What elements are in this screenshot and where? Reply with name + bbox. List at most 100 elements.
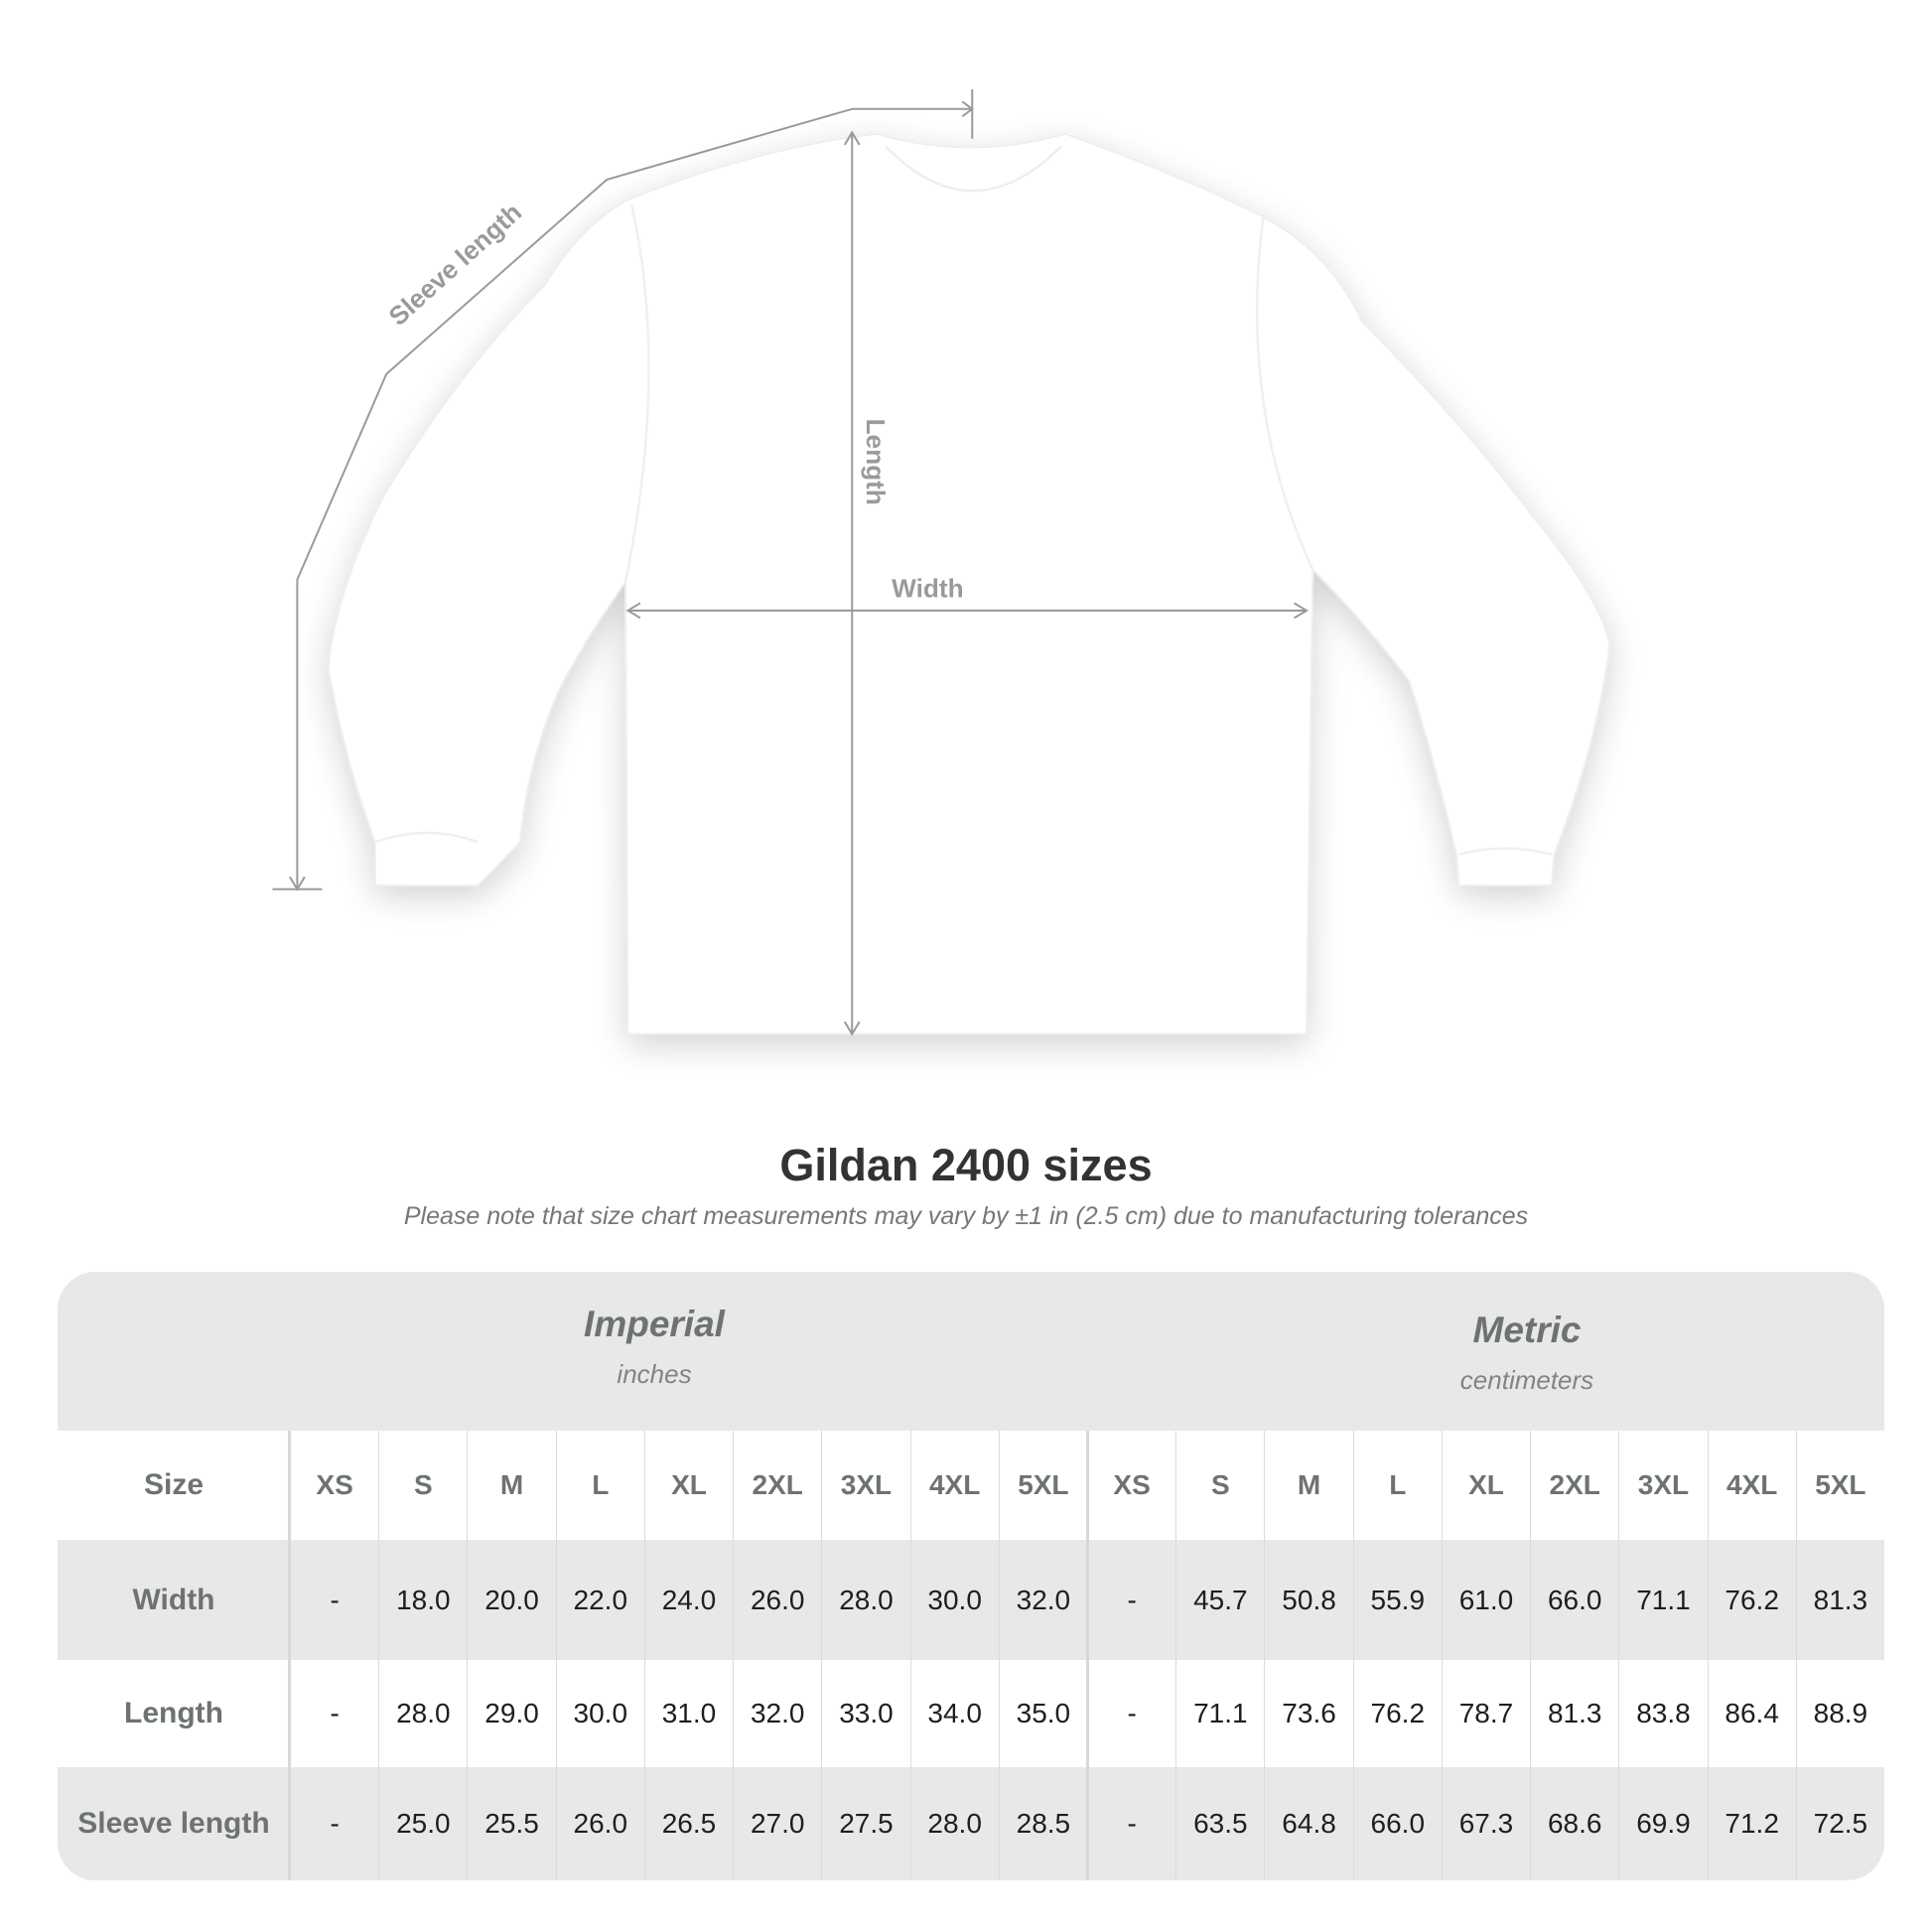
table-cell: 27.0	[733, 1767, 821, 1880]
metric-header: Metric centimeters	[1229, 1310, 1825, 1396]
width-label: Width	[892, 573, 963, 603]
size-header-cell: M	[1264, 1431, 1352, 1540]
table-cell: 24.0	[643, 1540, 733, 1660]
row-label: Size	[143, 1468, 205, 1501]
table-cell: 64.8	[1264, 1767, 1352, 1880]
table-cell: 63.5	[1175, 1767, 1264, 1880]
size-header-cell: S	[1175, 1431, 1264, 1540]
table-cell: 81.3	[1530, 1660, 1618, 1767]
size-header-cell: XS	[1087, 1431, 1175, 1540]
size-header-cell: L	[555, 1431, 644, 1540]
table-cell: 50.8	[1264, 1540, 1352, 1660]
sleeve-arrowheads	[289, 100, 974, 892]
table-cell: 66.0	[1530, 1540, 1618, 1660]
table-cell: 71.2	[1707, 1767, 1796, 1880]
size-header-cell: XL	[643, 1431, 733, 1540]
table-cell: 28.0	[378, 1660, 467, 1767]
size-header-cell: M	[467, 1431, 555, 1540]
tolerance-note: Please note that size chart measurements…	[403, 1202, 1529, 1230]
long-sleeve-shirt-image	[327, 132, 1611, 1035]
table-cell: 28.0	[821, 1540, 909, 1660]
imperial-unit: inches	[617, 1359, 692, 1389]
table-cell: 20.0	[467, 1540, 555, 1660]
label-column-divider	[288, 1431, 291, 1880]
table-cell: 61.0	[1441, 1540, 1530, 1660]
width-line	[625, 602, 1309, 620]
table-cell: -	[290, 1540, 378, 1660]
metric-title: Metric	[1472, 1310, 1582, 1350]
table-cell: 83.8	[1618, 1660, 1707, 1767]
table-cell: 72.5	[1795, 1767, 1884, 1880]
page-title: Gildan 2400 sizes	[779, 1140, 1153, 1190]
table-cell: 78.7	[1441, 1660, 1530, 1767]
table-cell: 86.4	[1707, 1660, 1796, 1767]
table-cell: 29.0	[467, 1660, 555, 1767]
metric-unit: centimeters	[1459, 1365, 1594, 1395]
row-label: Length	[124, 1697, 223, 1729]
table-cell: 28.5	[998, 1767, 1087, 1880]
table-cell: 28.0	[909, 1767, 999, 1880]
size-header-cell: S	[378, 1431, 467, 1540]
table-cell: 27.5	[821, 1767, 909, 1880]
table-cell: 45.7	[1175, 1540, 1264, 1660]
row-label: Width	[132, 1583, 215, 1616]
row-label: Sleeve length	[77, 1807, 270, 1840]
size-header-row: Size XS S M L XL 2XL 3XL 4XL 5XL XS S M L XL 2XL 3XL 4XL 5…	[58, 1431, 1884, 1540]
table-cell: 69.9	[1618, 1767, 1707, 1880]
size-header-cell: 4XL	[909, 1431, 999, 1540]
length-label: Length	[861, 419, 891, 505]
size-header-cell: 2XL	[733, 1431, 821, 1540]
table-cell: 66.0	[1352, 1767, 1442, 1880]
table-cell: 25.5	[467, 1767, 555, 1880]
table-cell: 73.6	[1264, 1660, 1352, 1767]
size-header-cell: 3XL	[821, 1431, 909, 1540]
size-header-cell: 3XL	[1618, 1431, 1707, 1540]
table-cell: 71.1	[1175, 1660, 1264, 1767]
table-cell: 34.0	[909, 1660, 999, 1767]
table-cell: 81.3	[1795, 1540, 1884, 1660]
table-cell: 31.0	[643, 1660, 733, 1767]
table-cell: -	[290, 1660, 378, 1767]
table-cell: 26.0	[555, 1767, 644, 1880]
sleeve-length-label: Sleeve length	[383, 198, 528, 332]
size-header-cell: XS	[290, 1431, 378, 1540]
table-cell: 55.9	[1352, 1540, 1442, 1660]
size-header-cell: 5XL	[1795, 1431, 1884, 1540]
table-row: Width -18.0 20.0 22.0 24.0 26.0 28.0 30.0 32.0-4…	[58, 1540, 1884, 1660]
size-header-cell: 2XL	[1530, 1431, 1618, 1540]
table-cell: 35.0	[998, 1660, 1087, 1767]
measurement-lines	[272, 88, 1309, 1036]
table-cell: 32.0	[998, 1540, 1087, 1660]
size-header-cell: XL	[1441, 1431, 1530, 1540]
table-cell: 18.0	[378, 1540, 467, 1660]
table-cell: 33.0	[821, 1660, 909, 1767]
imperial-header: Imperial inches	[356, 1304, 952, 1390]
table-row: Sleeve length -25.0 25.5 26.0 26.5 27.0 27.5 28…	[58, 1767, 1884, 1880]
table-cell: 26.0	[733, 1540, 821, 1660]
table-cell: 67.3	[1441, 1767, 1530, 1880]
table-cell: 25.0	[378, 1767, 467, 1880]
table-cell: 71.1	[1618, 1540, 1707, 1660]
size-header-cell: L	[1352, 1431, 1442, 1540]
table-cell: 30.0	[909, 1540, 999, 1660]
unit-header: Imperial inches Metric centimeters	[58, 1272, 1884, 1431]
length-line	[843, 130, 861, 1036]
table-cell: -	[1087, 1660, 1175, 1767]
table-cell: -	[290, 1767, 378, 1880]
table-cell: -	[1087, 1540, 1175, 1660]
table-row: Length -28.0 29.0 30.0 31.0 32.0 33.0 34.0 35.0-…	[58, 1660, 1884, 1767]
size-table: Imperial inches Metric centimeters Size X…	[58, 1272, 1884, 1880]
imperial-title: Imperial	[584, 1304, 725, 1344]
size-header-cell: 5XL	[998, 1431, 1087, 1540]
table-cell: 22.0	[555, 1540, 644, 1660]
table-cell: -	[1087, 1767, 1175, 1880]
sleeve-length-line	[272, 88, 974, 891]
table-cell: 30.0	[555, 1660, 644, 1767]
table-cell: 76.2	[1707, 1540, 1796, 1660]
system-divider	[1086, 1431, 1089, 1880]
table-cell: 88.9	[1795, 1660, 1884, 1767]
table-cell: 26.5	[643, 1767, 733, 1880]
table-cell: 68.6	[1530, 1767, 1618, 1880]
table-cell: 32.0	[733, 1660, 821, 1767]
